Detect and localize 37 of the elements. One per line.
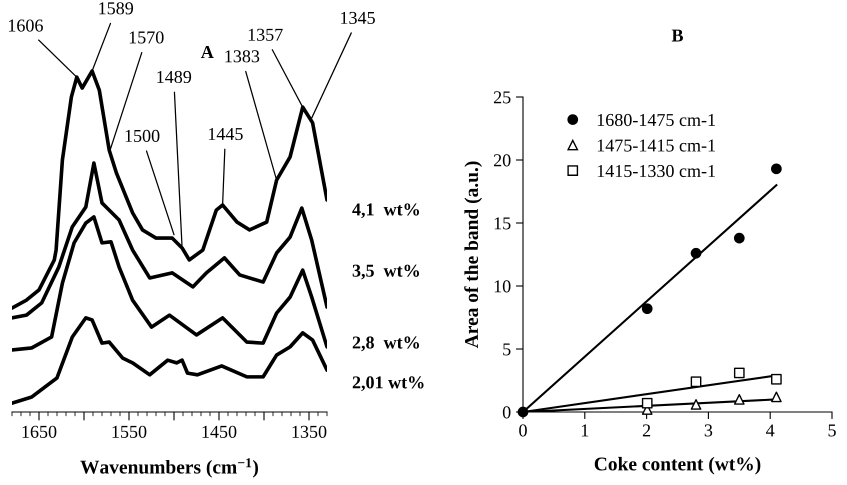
y-tick-label: 10 [494,280,511,292]
x-tick-label: 1650 [22,426,56,438]
y-tick-label: 0 [502,406,511,418]
x-tick-label: 1350 [292,426,326,438]
y-tick-label: 25 [494,91,510,104]
x-tick-label: 4 [766,424,774,436]
annotation: 1589 [99,2,134,14]
x-axis-title: Wavenumbers (cm$^{−1}$) [80,458,258,478]
y-tick-label: 5 [503,343,510,356]
y-tick-label: 20 [494,154,511,166]
series-label: 4,1 wt% [352,203,420,218]
x-tick-label: 1450 [202,426,236,438]
x-tick-label: 0 [519,424,527,437]
series-label: 3,5 wt% [352,264,420,280]
x-tick-label: 1 [582,424,588,436]
chart-title: A [200,46,214,58]
annotation: 1383 [225,50,260,62]
annotation: 1445 [208,128,243,140]
annotation: 1606 [8,19,43,32]
legend-label: 1415-1330 cm-1 [598,164,715,178]
annotation: 1570 [130,31,164,44]
x-axis-title: Coke content (wt%) [594,456,760,474]
chart-title: B [672,30,684,42]
series-label: 2,8 wt% [352,336,420,352]
x-tick-label: 1550 [112,426,146,438]
series-label: 2,01 wt% [352,376,424,392]
annotation: 1489 [157,70,192,84]
y-axis-title: Area of the band (a.u.) [464,162,482,348]
annotation: 1345 [341,12,375,24]
y-tick-label: 15 [494,217,510,230]
x-tick-label: 3 [704,424,712,437]
legend-label: 1475-1415 cm-1 [598,139,715,152]
x-tick-label: 5 [828,424,836,437]
x-tick-label: 2 [642,424,650,436]
annotation: 1357 [248,28,283,41]
legend-label: 1680-1475 cm-1 [598,114,715,126]
annotation: 1500 [126,130,160,142]
